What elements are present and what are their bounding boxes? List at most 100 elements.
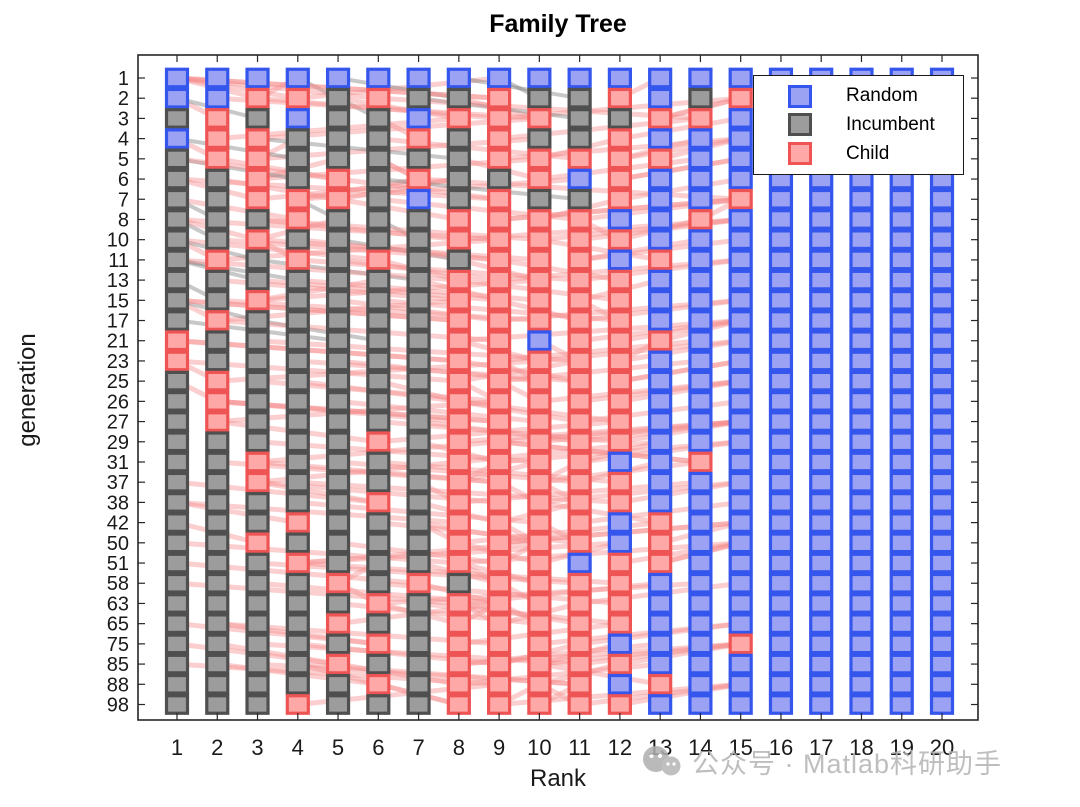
marker-cell	[366, 653, 391, 675]
marker-cell	[406, 391, 431, 412]
marker-cell	[245, 67, 270, 89]
marker-cell	[366, 431, 391, 453]
marker-cell	[527, 128, 552, 149]
marker-cell	[205, 269, 230, 291]
marker-cell	[446, 209, 471, 230]
marker-cell	[607, 87, 632, 109]
marker-cell	[487, 370, 512, 392]
marker-cell	[567, 330, 592, 352]
y-tick-label: 88	[107, 674, 129, 696]
marker-cell	[487, 289, 512, 311]
marker-cell	[809, 471, 834, 493]
marker-cell	[487, 87, 512, 109]
marker-cell	[527, 471, 552, 493]
marker-cell	[648, 593, 673, 614]
marker-cell	[728, 310, 753, 331]
marker-cell	[688, 653, 713, 675]
marker-cell	[688, 229, 713, 251]
marker-cell	[487, 673, 512, 695]
marker-cell	[406, 310, 431, 331]
marker-cell	[406, 269, 431, 291]
marker-cell	[768, 289, 794, 311]
x-tick-label: 20	[930, 735, 954, 760]
x-tick-label: 9	[493, 735, 505, 760]
x-tick-label: 6	[372, 735, 384, 760]
marker-cell	[285, 269, 310, 291]
marker-cell	[728, 593, 753, 614]
marker-cell	[929, 532, 955, 554]
marker-cell	[205, 492, 230, 513]
marker-cell	[205, 673, 230, 695]
marker-cell	[446, 673, 471, 695]
y-tick-label: 29	[107, 432, 129, 454]
marker-cell	[607, 653, 632, 675]
marker-cell	[728, 249, 753, 271]
marker-cell	[205, 512, 230, 533]
marker-cell	[567, 289, 592, 311]
marker-cell	[849, 209, 874, 230]
marker-cell	[648, 411, 673, 432]
watermark-text: 公众号 · Matlab科研助手	[692, 749, 1003, 779]
marker-cell	[446, 128, 471, 149]
marker-cell	[487, 330, 512, 352]
marker-cell	[406, 694, 431, 715]
marker-cell	[245, 229, 270, 251]
marker-cell	[325, 370, 351, 392]
marker-cell	[164, 512, 190, 533]
y-tick-label: 7	[118, 189, 129, 211]
marker-cell	[728, 673, 753, 695]
y-tick-label: 3	[118, 108, 129, 130]
marker-cell	[406, 289, 431, 311]
marker-cell	[285, 87, 310, 109]
marker-cell	[648, 694, 673, 715]
marker-cell	[688, 451, 713, 473]
marker-cell	[809, 188, 834, 210]
marker-cell	[527, 694, 552, 715]
marker-cell	[849, 330, 874, 352]
marker-cell	[205, 572, 230, 594]
marker-cell	[245, 431, 270, 453]
marker-cell	[809, 269, 834, 291]
marker-cell	[164, 148, 190, 170]
marker-cell	[849, 471, 874, 493]
marker-cell	[285, 451, 310, 473]
marker-cell	[164, 411, 190, 432]
marker-cell	[406, 613, 431, 635]
marker-cell	[607, 593, 632, 614]
marker-cell	[366, 168, 391, 190]
marker-cell	[607, 249, 632, 271]
wechat-bubbles-icon	[643, 745, 681, 775]
marker-cell	[567, 431, 592, 453]
marker-cell	[487, 653, 512, 675]
marker-cell	[245, 87, 270, 109]
marker-cell	[929, 431, 955, 453]
marker-cell	[325, 633, 351, 655]
marker-cell	[487, 168, 512, 190]
marker-cell	[245, 391, 270, 412]
marker-cell	[567, 108, 592, 129]
marker-cell	[849, 289, 874, 311]
marker-cell	[366, 209, 391, 230]
marker-cell	[325, 108, 351, 129]
marker-cell	[325, 673, 351, 695]
marker-cell	[849, 370, 874, 392]
marker-cell	[567, 552, 592, 574]
marker-cell	[889, 350, 914, 372]
marker-cell	[487, 492, 512, 513]
marker-cell	[648, 269, 673, 291]
marker-cell	[366, 512, 391, 533]
marker-cell	[205, 67, 230, 89]
marker-cell	[688, 188, 713, 210]
marker-cell	[205, 148, 230, 170]
marker-cell	[648, 431, 673, 453]
marker-cell	[366, 330, 391, 352]
marker-cell	[366, 87, 391, 109]
marker-cell	[527, 229, 552, 251]
marker-cell	[889, 229, 914, 251]
marker-cell	[205, 694, 230, 715]
marker-cell	[688, 471, 713, 493]
marker-cell	[285, 391, 310, 412]
marker-cell	[325, 188, 351, 210]
marker-cell	[929, 391, 955, 412]
marker-cell	[487, 431, 512, 453]
